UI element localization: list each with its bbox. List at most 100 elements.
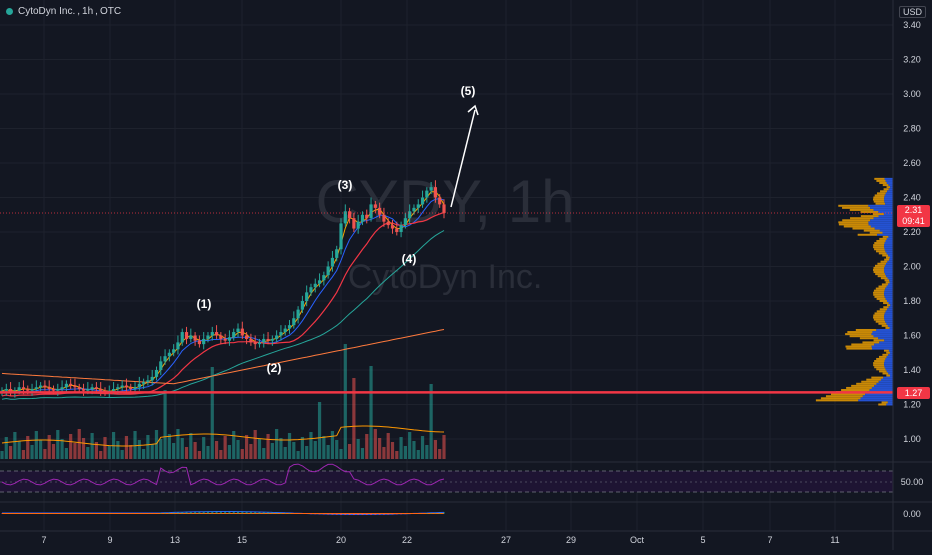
volume-profile-bar [888,302,893,305]
volume-profile-bar [880,277,888,280]
volume-profile-bar [868,221,893,224]
interval-label[interactable]: 1h [82,6,94,17]
volume-profile-bar [874,312,885,315]
volume-profile-bar [885,310,893,313]
volume-profile-bar [887,260,893,263]
volume-profile-bar [874,360,885,363]
volume-bar [416,450,420,459]
macd-hist-bar [400,513,403,515]
price-tick-label: 2.40 [903,193,921,203]
candle-body [347,211,352,219]
volume-bar [0,451,4,459]
volume-bar [253,430,257,459]
rsi-line [1,463,445,486]
volume-profile-bar [849,208,874,211]
volume-profile-bar [873,289,885,292]
macd-hist-bar [146,513,149,514]
macd-hist-bar [129,513,132,514]
volume-profile-bar [845,345,872,348]
volume-profile-bar [888,349,893,352]
candle-body [429,187,433,191]
candle-body [8,388,13,393]
price-axis[interactable]: 3.40 3.20 3.00 2.80 2.60 2.40 2.20 2.00 1.80 1.60… [903,20,921,444]
volume-profile-bar [877,233,893,236]
currency-button[interactable]: USD [898,6,926,18]
macd-hist-bar [65,513,68,514]
volume-profile-bar [884,312,893,315]
volume-profile-bar [886,355,893,358]
macd-hist-bar [254,511,257,514]
volume-bar [322,436,326,459]
candle-body [167,352,171,357]
price-tick-label: 1.60 [903,331,921,341]
bar-countdown: 09:41 [902,216,925,226]
time-tick-label: Oct [630,535,645,545]
volume-profile-bar [868,204,893,207]
volume-profile-bar [884,266,893,269]
candle-body [81,388,86,391]
volume-profile-bar [845,333,872,336]
volume-bar [365,434,369,459]
volume-bar [245,435,249,459]
volume-bar [309,432,313,459]
candle-body [39,385,43,388]
candle-body [176,342,180,350]
candle-body [382,214,386,222]
volume-profile-bar [874,343,893,346]
watermark-name: CytoDyn Inc. [348,258,543,296]
volume-profile-bar [884,273,893,276]
candle-body [159,361,163,370]
volume-profile-bar [873,208,893,211]
wave-5-arrow [450,109,476,208]
volume-profile-bar [874,384,893,387]
macd-hist-bar [434,512,437,514]
macd-hist-bar [335,513,338,515]
volume-profile-bar [831,393,866,396]
time-axis[interactable]: 7 9 13 15 20 22 27 29 Oct 5 7 11 [41,535,839,545]
volume-profile-bar [860,215,879,218]
macd-hist-bar [361,513,364,515]
volume-bar [356,439,360,459]
macd-hist-bar [417,513,420,514]
volume-profile-bar [879,300,887,302]
volume-bar [360,448,365,459]
macd-hist-bar [138,513,141,514]
volume-profile-bar [877,275,887,278]
macd-hist-bar [116,513,119,514]
volume-profile-bar [886,403,893,406]
macd-hist-bar [378,513,381,515]
volume-profile-bar [851,343,875,346]
candle-body [232,332,236,338]
candle-body [386,221,390,226]
volume-profile-bar [873,364,885,367]
volume-bar [116,441,120,459]
symbol-header[interactable]: CytoDyn Inc., 1h, OTC [6,6,121,17]
price-tick-label: 1.20 [903,400,921,410]
macd-hist-bar [82,513,85,514]
macd-hist-bar [211,511,214,514]
volume-bar [86,447,90,459]
candle-body [408,211,412,219]
candle-body [21,387,26,389]
symbol-name[interactable]: CytoDyn Inc. [18,6,76,17]
candle-body [210,332,214,336]
volume-profile-bar [876,328,893,331]
support-price-tag: 1.27 [897,387,930,399]
volume-bar [202,437,206,459]
volume-profile-bar [889,326,893,329]
volume-profile-bar [846,347,873,350]
macd-hist-bar [61,513,64,514]
volume-bar [142,449,146,459]
volume-profile-bar [866,378,881,381]
volume-profile-bar [878,252,887,255]
volume-bar [232,431,236,459]
volume-profile-bar [884,318,893,321]
macd-hist-bar [267,512,270,514]
volume-bar [4,437,8,459]
candle-body [403,218,407,226]
candle-body [150,376,154,381]
macd-hist-bar [408,513,411,515]
volume-profile-bar [857,233,878,236]
